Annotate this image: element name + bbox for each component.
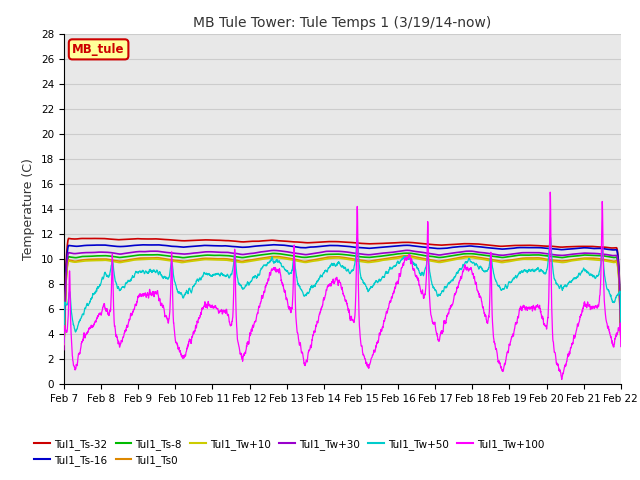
Title: MB Tule Tower: Tule Temps 1 (3/19/14-now): MB Tule Tower: Tule Temps 1 (3/19/14-now… bbox=[193, 16, 492, 30]
Text: MB_tule: MB_tule bbox=[72, 43, 125, 56]
Legend: Tul1_Ts-32, Tul1_Ts-16, Tul1_Ts-8, Tul1_Ts0, Tul1_Tw+10, Tul1_Tw+30, Tul1_Tw+50,: Tul1_Ts-32, Tul1_Ts-16, Tul1_Ts-8, Tul1_… bbox=[30, 435, 548, 470]
Y-axis label: Temperature (C): Temperature (C) bbox=[22, 158, 35, 260]
